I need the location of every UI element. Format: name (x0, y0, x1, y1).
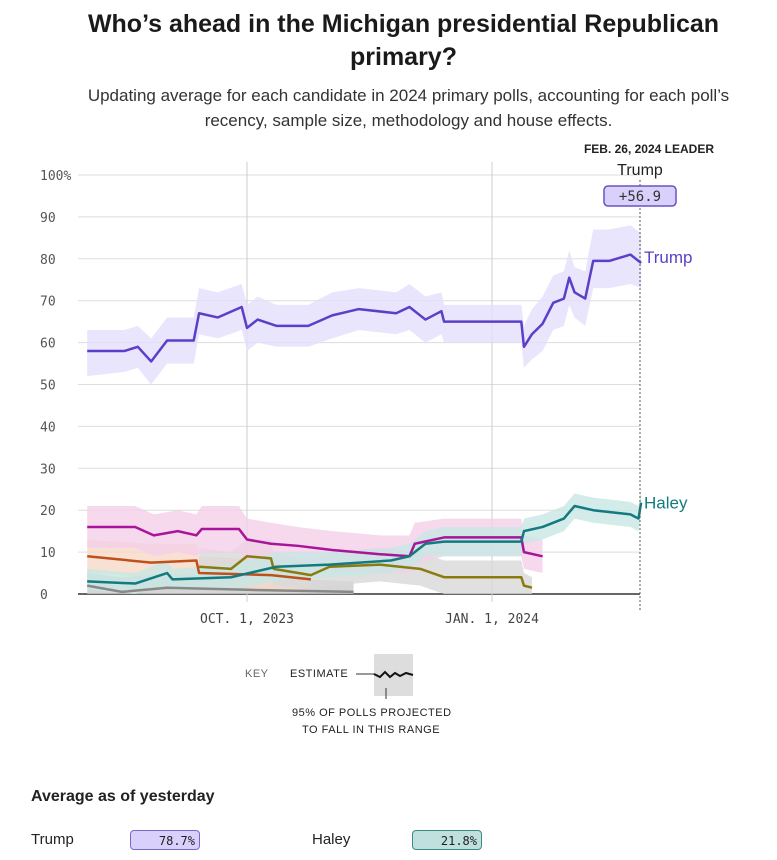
y-tick-label: 50 (40, 379, 56, 394)
leader-margin-badge (603, 185, 677, 207)
leader-name: Trump (617, 162, 663, 179)
chart-title: Who’s ahead in the Michigan presidential… (87, 10, 720, 71)
series-line-other (198, 555, 533, 589)
y-tick-label: 100% (40, 169, 71, 184)
y-tick-label: 80 (40, 253, 56, 268)
confidence-band (87, 225, 642, 385)
y-tick-label: 0 (40, 588, 48, 603)
key-label: KEY (245, 668, 269, 680)
average-value-haley: 21.8% (412, 830, 482, 850)
y-tick-label: 70 (40, 295, 56, 310)
polling-chart: 0 10 20 30 40 50 60 70 80 90 100% OCT. 1, 2023 JAN. … (40, 142, 714, 627)
average-heading: Average as of yesterday (31, 788, 215, 805)
y-tick-label: 40 (40, 420, 56, 435)
series-line-other (87, 555, 312, 581)
x-tick-label: JAN. 1, 2024 (445, 612, 539, 627)
key-range-line2: TO FALL IN THIS RANGE (302, 724, 441, 736)
series-label-trump: Trump (644, 248, 693, 267)
series-line-haley (87, 502, 643, 585)
y-tick-label: 10 (40, 546, 56, 561)
average-name-haley: Haley (312, 831, 351, 848)
series-line-other (87, 525, 543, 558)
series-line-trump (87, 253, 642, 363)
key-legend-graphic (356, 654, 414, 699)
x-tick-label: OCT. 1, 2023 (200, 612, 294, 627)
y-tick-label: 20 (40, 504, 56, 519)
key-range-line1: 95% OF POLLS PROJECTED (292, 707, 452, 719)
leader-margin: +56.9 (619, 189, 661, 205)
y-tick-label: 60 (40, 337, 56, 352)
key-estimate: ESTIMATE (290, 668, 349, 680)
series-label-haley: Haley (644, 494, 688, 513)
average-value-trump: 78.7% (130, 830, 200, 850)
y-tick-label: 30 (40, 462, 56, 477)
chart-subtitle: Updating average for each candidate in 2… (87, 86, 730, 130)
series-line-other (86, 584, 354, 594)
leader-heading: FEB. 26, 2024 LEADER (584, 142, 714, 156)
average-name-trump: Trump (31, 831, 74, 848)
y-tick-label: 90 (40, 211, 56, 226)
